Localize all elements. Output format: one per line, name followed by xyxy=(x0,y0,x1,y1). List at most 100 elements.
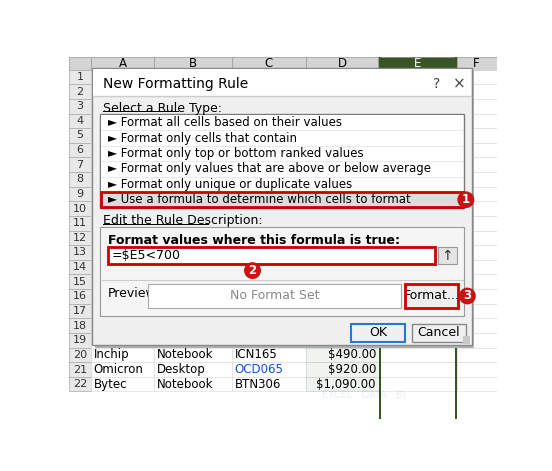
Bar xyxy=(232,377,306,391)
Bar xyxy=(69,318,91,333)
Bar xyxy=(154,99,232,114)
Bar xyxy=(154,84,232,99)
Bar xyxy=(457,187,497,201)
Bar xyxy=(232,172,306,187)
Bar xyxy=(379,333,457,348)
Bar xyxy=(101,192,464,207)
Bar xyxy=(457,304,497,318)
Bar xyxy=(154,245,232,260)
Bar xyxy=(457,260,497,275)
Text: Format...: Format... xyxy=(404,290,460,302)
Bar xyxy=(91,245,154,260)
Text: New Formatting Rule: New Formatting Rule xyxy=(103,77,248,90)
Bar xyxy=(306,216,379,230)
Bar xyxy=(69,143,91,157)
Bar xyxy=(306,157,379,172)
Text: 2: 2 xyxy=(76,87,83,97)
Text: Bytec: Bytec xyxy=(94,378,128,390)
Bar xyxy=(306,377,379,391)
Bar xyxy=(69,377,91,391)
Bar xyxy=(91,289,154,304)
Bar xyxy=(91,216,154,230)
Bar xyxy=(405,284,458,308)
Bar xyxy=(100,114,464,208)
Bar xyxy=(379,172,457,187)
Bar xyxy=(91,230,154,245)
Text: 6: 6 xyxy=(76,145,83,155)
Bar xyxy=(412,324,466,342)
Bar xyxy=(457,318,497,333)
Bar xyxy=(69,84,91,99)
Bar xyxy=(154,318,232,333)
Bar xyxy=(101,146,464,161)
Text: ► Format only top or bottom ranked values: ► Format only top or bottom ranked value… xyxy=(108,147,363,160)
Bar xyxy=(379,275,457,289)
Text: 15: 15 xyxy=(73,277,87,287)
Bar xyxy=(232,128,306,143)
Bar xyxy=(379,157,457,172)
Bar xyxy=(69,201,91,216)
Bar xyxy=(306,201,379,216)
Bar xyxy=(154,114,232,128)
Bar xyxy=(154,57,232,70)
Bar xyxy=(154,348,232,362)
Bar xyxy=(379,114,457,128)
Bar xyxy=(91,99,154,114)
Bar xyxy=(100,227,464,316)
Bar xyxy=(69,230,91,245)
Bar xyxy=(457,157,497,172)
Text: ?: ? xyxy=(433,77,440,90)
Bar xyxy=(154,70,232,84)
Bar xyxy=(306,143,379,157)
Bar xyxy=(91,201,154,216)
Text: Select a Rule Type:: Select a Rule Type: xyxy=(103,102,222,115)
Bar xyxy=(306,362,379,377)
Text: B: B xyxy=(189,57,197,70)
Bar xyxy=(154,201,232,216)
Text: 9: 9 xyxy=(76,189,83,199)
Bar xyxy=(108,247,435,264)
Bar xyxy=(91,57,154,70)
Bar xyxy=(154,172,232,187)
Bar xyxy=(379,128,457,143)
Bar xyxy=(379,57,457,70)
Bar xyxy=(379,318,457,333)
Bar xyxy=(306,318,379,333)
Text: ICN165: ICN165 xyxy=(235,349,278,361)
Bar xyxy=(306,377,379,391)
Bar xyxy=(457,99,497,114)
Bar xyxy=(457,57,497,70)
Bar xyxy=(457,201,497,216)
Bar xyxy=(232,57,306,70)
Bar xyxy=(69,362,91,377)
Bar xyxy=(154,275,232,289)
Bar xyxy=(154,157,232,172)
Bar xyxy=(379,230,457,245)
Bar xyxy=(154,377,232,391)
Text: 21: 21 xyxy=(73,365,87,374)
Bar xyxy=(154,143,232,157)
Text: EXCEL · DATA · BI: EXCEL · DATA · BI xyxy=(322,390,405,400)
Bar xyxy=(154,304,232,318)
Bar xyxy=(457,216,497,230)
Text: 1: 1 xyxy=(76,72,83,82)
Text: F: F xyxy=(473,57,480,70)
Bar xyxy=(306,245,379,260)
Text: Omicron: Omicron xyxy=(94,363,144,376)
Bar xyxy=(306,289,379,304)
Text: $920.00: $920.00 xyxy=(327,363,376,376)
Bar xyxy=(232,230,306,245)
Bar xyxy=(306,128,379,143)
Bar xyxy=(154,333,232,348)
Bar xyxy=(306,230,379,245)
Bar xyxy=(101,192,464,207)
Text: ×: × xyxy=(453,77,466,91)
Bar xyxy=(91,260,154,275)
Bar xyxy=(457,70,497,84)
Bar xyxy=(91,377,154,391)
Bar xyxy=(306,275,379,289)
Bar xyxy=(379,143,457,157)
Bar xyxy=(91,304,154,318)
Bar xyxy=(148,284,401,308)
Text: 14: 14 xyxy=(73,262,87,272)
